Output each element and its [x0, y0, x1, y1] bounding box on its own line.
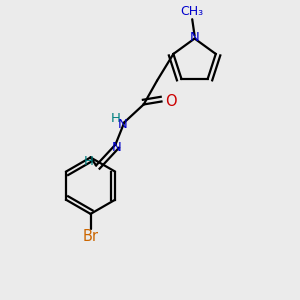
Text: O: O [166, 94, 177, 109]
Text: H: H [84, 155, 94, 168]
Text: H: H [110, 112, 120, 125]
Text: Br: Br [82, 229, 99, 244]
Text: N: N [112, 141, 122, 154]
Text: CH₃: CH₃ [180, 5, 203, 18]
Text: N: N [190, 31, 200, 44]
Text: N: N [118, 118, 128, 131]
